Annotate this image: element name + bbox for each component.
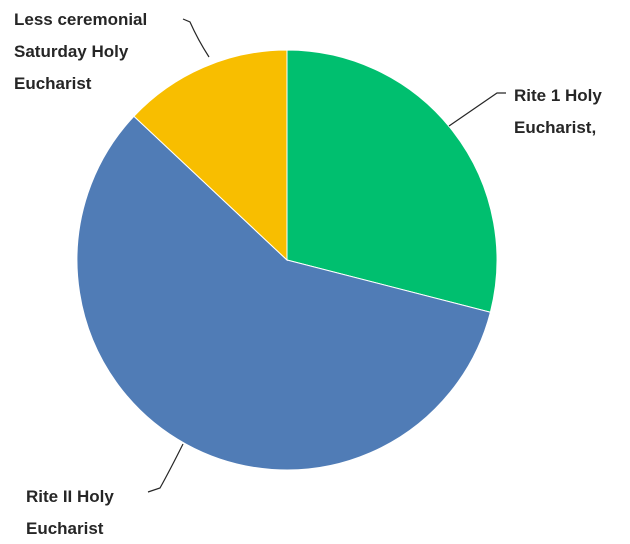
slice-label-rite-2-line-1: Rite II Holy <box>26 487 114 506</box>
slice-label-saturday: Less ceremonial Saturday Holy Eucharist <box>14 10 152 93</box>
slice-label-rite-2-line-2: Eucharist <box>26 519 104 538</box>
leader-lines <box>147 18 506 493</box>
leader-line-rite-1 <box>448 92 506 127</box>
pie-slices <box>76 49 498 471</box>
slice-label-saturday-line-3: Eucharist <box>14 74 92 93</box>
slice-label-rite-2: Rite II Holy Eucharist <box>26 487 119 538</box>
slice-saturday <box>133 49 288 262</box>
slice-label-rite-1: Rite 1 Holy Eucharist, <box>514 86 607 137</box>
leader-line-rite-2 <box>147 443 184 493</box>
slice-rite-1 <box>286 49 498 313</box>
slice-label-rite-1-line-2: Eucharist, <box>514 118 596 137</box>
slice-label-rite-1-line-1: Rite 1 Holy <box>514 86 602 105</box>
leader-line-saturday <box>182 18 210 58</box>
slice-rite-2 <box>76 115 492 471</box>
slice-label-saturday-line-2: Saturday Holy <box>14 42 129 61</box>
slice-label-saturday-line-1: Less ceremonial <box>14 10 147 29</box>
